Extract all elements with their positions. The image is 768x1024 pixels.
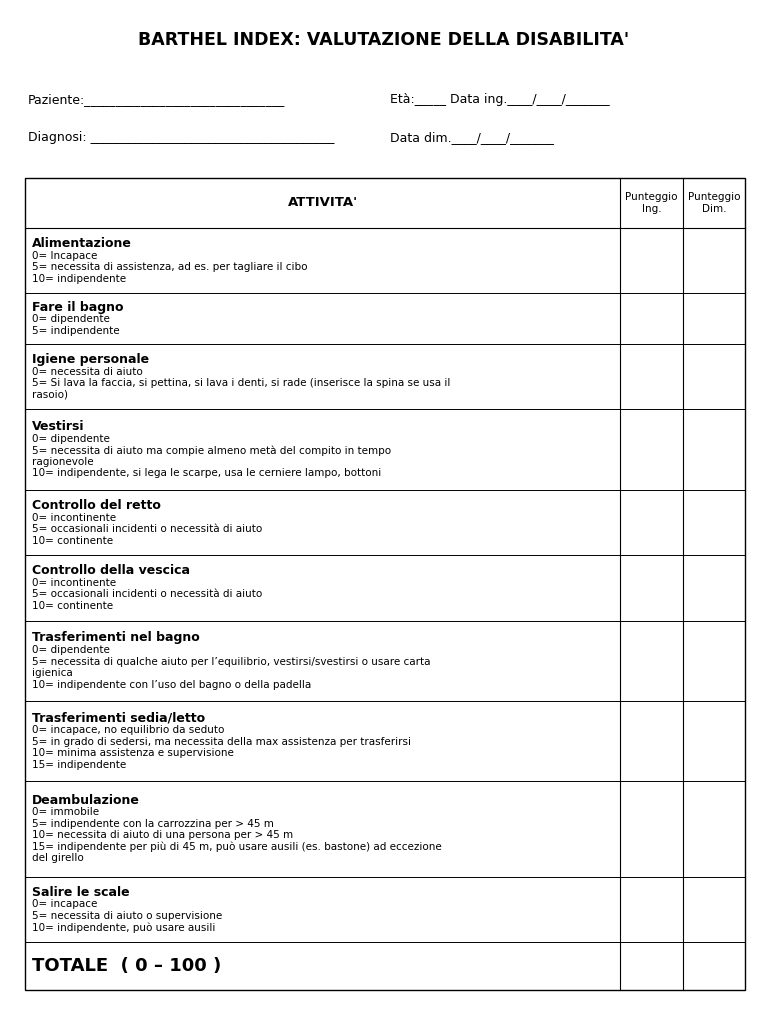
Text: 5= in grado di sedersi, ma necessita della max assistenza per trasferirsi: 5= in grado di sedersi, ma necessita del… [32,737,411,746]
Text: igienica: igienica [32,668,73,678]
Text: Controllo della vescica: Controllo della vescica [32,564,190,578]
Text: 0= immobile: 0= immobile [32,808,99,817]
Text: TOTALE  ( 0 – 100 ): TOTALE ( 0 – 100 ) [32,957,221,975]
Text: Igiene personale: Igiene personale [32,353,149,366]
Text: 10= indipendente, può usare ausili: 10= indipendente, può usare ausili [32,922,215,933]
Text: rasoio): rasoio) [32,390,68,399]
Text: Età:_____ Data ing.____/____/_______: Età:_____ Data ing.____/____/_______ [390,93,610,106]
Bar [25,178,745,990]
Text: Punteggio
Dim.: Punteggio Dim. [688,193,740,214]
Text: 5= necessita di assistenza, ad es. per tagliare il cibo: 5= necessita di assistenza, ad es. per t… [32,262,307,272]
Text: 5= occasionali incidenti o necessità di aiuto: 5= occasionali incidenti o necessità di … [32,590,262,599]
Text: Punteggio
Ing.: Punteggio Ing. [625,193,677,214]
Text: 0= dipendente: 0= dipendente [32,314,110,325]
Text: del girello: del girello [32,853,84,863]
Text: 5= necessita di qualche aiuto per l’equilibrio, vestirsi/svestirsi o usare carta: 5= necessita di qualche aiuto per l’equi… [32,656,431,667]
Text: Diagnosi: _______________________________________: Diagnosi: ______________________________… [28,131,334,144]
Text: 10= necessita di aiuto di una persona per > 45 m: 10= necessita di aiuto di una persona pe… [32,830,293,841]
Text: Alimentazione: Alimentazione [32,237,132,250]
Text: ragionevole: ragionevole [32,457,94,467]
Text: Data dim.____/____/_______: Data dim.____/____/_______ [390,131,554,144]
Text: Controllo del retto: Controllo del retto [32,499,161,512]
Text: 0= dipendente: 0= dipendente [32,434,110,443]
Text: 5= Si lava la faccia, si pettina, si lava i denti, si rade (inserisce la spina s: 5= Si lava la faccia, si pettina, si lav… [32,378,450,388]
Text: 0= incapace, no equilibrio da seduto: 0= incapace, no equilibrio da seduto [32,725,224,735]
Text: Deambulazione: Deambulazione [32,794,140,807]
Text: Vestirsi: Vestirsi [32,420,84,433]
Text: 10= continente: 10= continente [32,601,113,611]
Text: 0= dipendente: 0= dipendente [32,645,110,655]
Text: 10= indipendente con l’uso del bagno o della padella: 10= indipendente con l’uso del bagno o d… [32,680,311,689]
Text: 0= Incapace: 0= Incapace [32,251,98,261]
Text: 10= indipendente: 10= indipendente [32,273,126,284]
Text: 10= continente: 10= continente [32,536,113,546]
Text: ATTIVITA': ATTIVITA' [287,197,358,210]
Text: 15= indipendente: 15= indipendente [32,760,126,770]
Text: BARTHEL INDEX: VALUTAZIONE DELLA DISABILITA': BARTHEL INDEX: VALUTAZIONE DELLA DISABIL… [138,31,630,49]
Text: 0= necessita di aiuto: 0= necessita di aiuto [32,367,143,377]
Text: 15= indipendente per più di 45 m, può usare ausili (es. bastone) ad eccezione: 15= indipendente per più di 45 m, può us… [32,842,442,852]
Text: Salire le scale: Salire le scale [32,886,130,898]
Text: Trasferimenti nel bagno: Trasferimenti nel bagno [32,632,200,644]
Text: 5= occasionali incidenti o necessità di aiuto: 5= occasionali incidenti o necessità di … [32,524,262,535]
Text: 5= necessita di aiuto o supervisione: 5= necessita di aiuto o supervisione [32,910,222,921]
Text: 10= indipendente, si lega le scarpe, usa le cerniere lampo, bottoni: 10= indipendente, si lega le scarpe, usa… [32,468,381,478]
Text: Trasferimenti sedia/letto: Trasferimenti sedia/letto [32,712,205,725]
Text: 5= indipendente con la carrozzina per > 45 m: 5= indipendente con la carrozzina per > … [32,819,274,829]
Text: 10= minima assistenza e supervisione: 10= minima assistenza e supervisione [32,749,234,759]
Text: 5= indipendente: 5= indipendente [32,326,120,336]
Text: 0= incontinente: 0= incontinente [32,578,116,588]
Text: 5= necessita di aiuto ma compie almeno metà del compito in tempo: 5= necessita di aiuto ma compie almeno m… [32,445,391,456]
Text: Fare il bagno: Fare il bagno [32,301,124,313]
Text: 0= incapace: 0= incapace [32,899,98,909]
Text: Paziente:________________________________: Paziente:_______________________________… [28,93,285,106]
Text: 0= incontinente: 0= incontinente [32,513,116,522]
